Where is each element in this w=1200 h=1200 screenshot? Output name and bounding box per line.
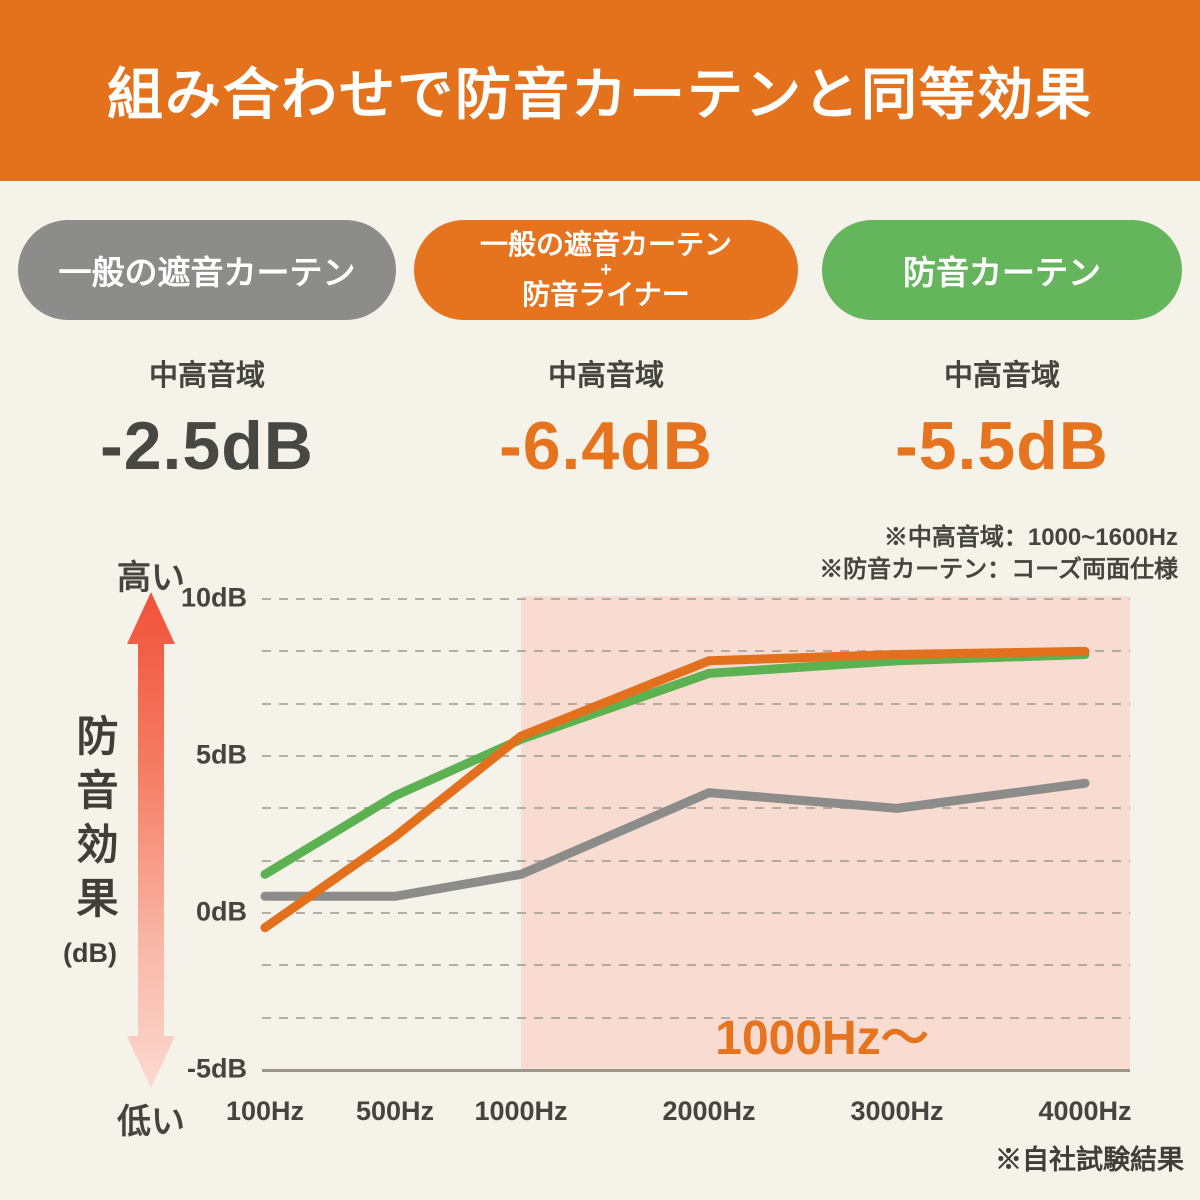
gridline [262,912,1130,914]
x-tick-label: 3000Hz [850,1096,944,1126]
pill-label: 一般の遮音カーテン [58,254,356,291]
note-midhigh-range: ※中高音域：1000~1600Hz [883,524,1178,551]
y-tick-label: 5dB [195,739,247,770]
range-label-combo: 中高音域 [547,360,664,392]
value-soundproof-db: -5.5dB [895,408,1109,484]
y-tick-label: 0dB [195,896,247,927]
y-axis-unit: (dB) [63,938,117,968]
y-tick-label: -5dB [187,1053,247,1084]
axis-high-label: 高い [117,559,185,597]
measurement-notes: ※中高音域：1000~1600Hz ※防音カーテン：コーズ両面仕様 [819,522,1178,586]
page-title: 組み合わせで防音カーテンと同等効果 [107,63,1093,126]
plus-sign: + [600,259,612,281]
range-label-standard: 中高音域 [148,360,265,392]
x-tick-label: 1000Hz [474,1096,568,1126]
x-tick-label: 2000Hz [662,1096,756,1126]
highlight-label: 1000Hz～ [715,1012,929,1065]
effect-direction-arrow-icon [127,592,175,1088]
gridline [262,807,1130,809]
value-combo-db: -6.4dB [499,408,713,484]
range-label-soundproof: 中高音域 [943,360,1060,392]
header-banner: 組み合わせで防音カーテンと同等効果 [0,0,1200,181]
pill-soundproof-curtain: 防音カーテン [822,220,1182,320]
pill-label: 防音カーテン [903,254,1101,291]
x-tick-label: 500Hz [355,1096,435,1126]
gridline [262,598,1130,600]
note-curtain-spec: ※防音カーテン：コーズ両面仕様 [819,556,1178,583]
gridline [262,1017,1130,1019]
axis-low-label: 低い [117,1103,185,1141]
pill-standard-curtain-plus-liner: 一般の遮音カーテン + 防音ライナー [414,220,798,320]
y-axis-title: 防音効果 [71,714,118,930]
gridline [262,703,1130,705]
pill-label-line2: 防音ライナー [522,279,690,310]
test-result-footnote: ※自社試験結果 [995,1145,1184,1175]
y-tick-label: 10dB [180,582,247,613]
pill-standard-curtain: 一般の遮音カーテン [18,220,396,320]
gridline [262,755,1130,757]
x-axis-line [262,1069,1130,1072]
value-standard-db: -2.5dB [100,408,314,484]
pill-label-line1: 一般の遮音カーテン [479,229,732,260]
x-tick-label: 4000Hz [1038,1096,1132,1126]
gridline [262,860,1130,862]
x-tick-label: 100Hz [225,1096,305,1126]
gridline [262,964,1130,966]
gridline [262,650,1130,652]
